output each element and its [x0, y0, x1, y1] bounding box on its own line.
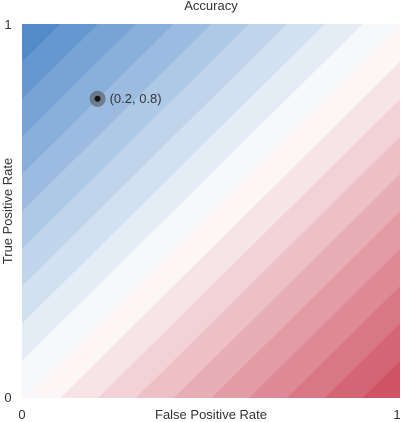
contour-band [22, 24, 61, 62]
x-tick-left: 0 [18, 407, 25, 422]
point-dot[interactable] [94, 95, 101, 102]
contour-band [22, 24, 250, 249]
contour-bands [22, 24, 400, 398]
y-axis-label: True Positive Rate [0, 158, 15, 264]
y-tick-top: 1 [4, 17, 11, 32]
x-axis-label: False Positive Rate [155, 407, 267, 422]
selected-point[interactable]: (0.2, 0.8) [89, 90, 162, 107]
contour-band [22, 24, 212, 212]
chart-title: Accuracy [184, 0, 238, 13]
contour-band [22, 24, 136, 137]
x-tick-right: 1 [393, 407, 400, 422]
point-label: (0.2, 0.8) [110, 91, 162, 106]
contour-band [22, 24, 288, 287]
y-tick-bottom: 0 [4, 390, 11, 405]
